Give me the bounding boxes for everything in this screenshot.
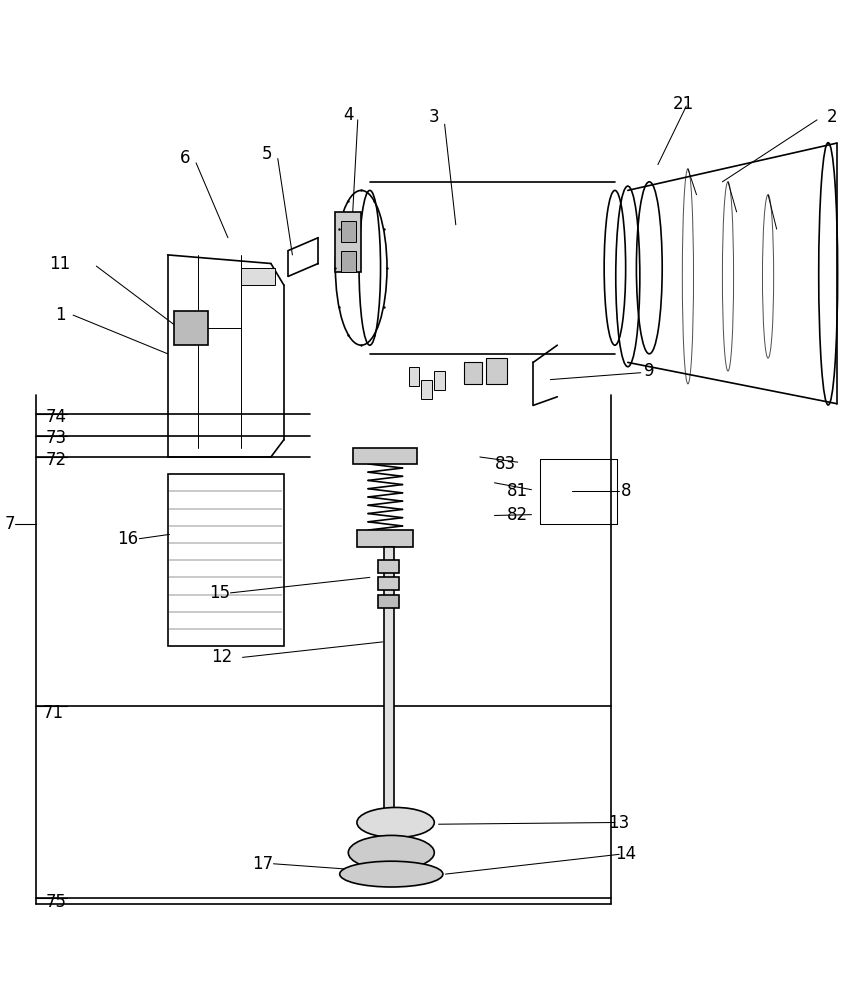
Ellipse shape (348, 835, 434, 870)
Bar (378, 577, 399, 590)
Ellipse shape (357, 807, 434, 838)
Bar (421, 380, 432, 399)
Bar (341, 251, 356, 272)
Text: 3: 3 (429, 108, 439, 126)
Text: 11: 11 (50, 255, 71, 273)
Text: 1: 1 (55, 306, 65, 324)
Text: 15: 15 (209, 584, 230, 602)
Bar (378, 595, 399, 608)
Text: 71: 71 (43, 704, 64, 722)
Bar (408, 367, 419, 386)
Text: 82: 82 (507, 506, 528, 524)
Bar (241, 268, 275, 285)
Text: 7: 7 (5, 515, 15, 533)
Text: 75: 75 (46, 893, 66, 911)
Text: 21: 21 (673, 95, 694, 113)
Text: 4: 4 (343, 106, 353, 124)
Text: 2: 2 (827, 108, 838, 126)
Text: 9: 9 (644, 362, 654, 380)
Text: 14: 14 (616, 845, 636, 863)
Bar (486, 358, 507, 384)
Text: 73: 73 (46, 429, 66, 447)
Bar (341, 221, 356, 242)
Bar (335, 212, 361, 272)
Bar (168, 474, 284, 646)
Bar (357, 530, 413, 547)
Text: 13: 13 (609, 814, 630, 832)
Text: 6: 6 (180, 149, 190, 167)
Text: 81: 81 (507, 482, 528, 500)
Bar (384, 547, 394, 814)
Bar (353, 448, 417, 464)
Text: 16: 16 (117, 530, 138, 548)
Text: 83: 83 (495, 455, 516, 473)
Text: 12: 12 (212, 648, 232, 666)
Text: 74: 74 (46, 408, 66, 426)
Text: 72: 72 (46, 451, 66, 469)
Bar (174, 311, 208, 345)
Bar (434, 371, 445, 390)
Text: 17: 17 (252, 855, 273, 873)
Text: 5: 5 (261, 145, 272, 163)
Ellipse shape (340, 861, 443, 887)
Bar (464, 362, 482, 384)
Bar (378, 560, 399, 573)
Text: 8: 8 (621, 482, 631, 500)
